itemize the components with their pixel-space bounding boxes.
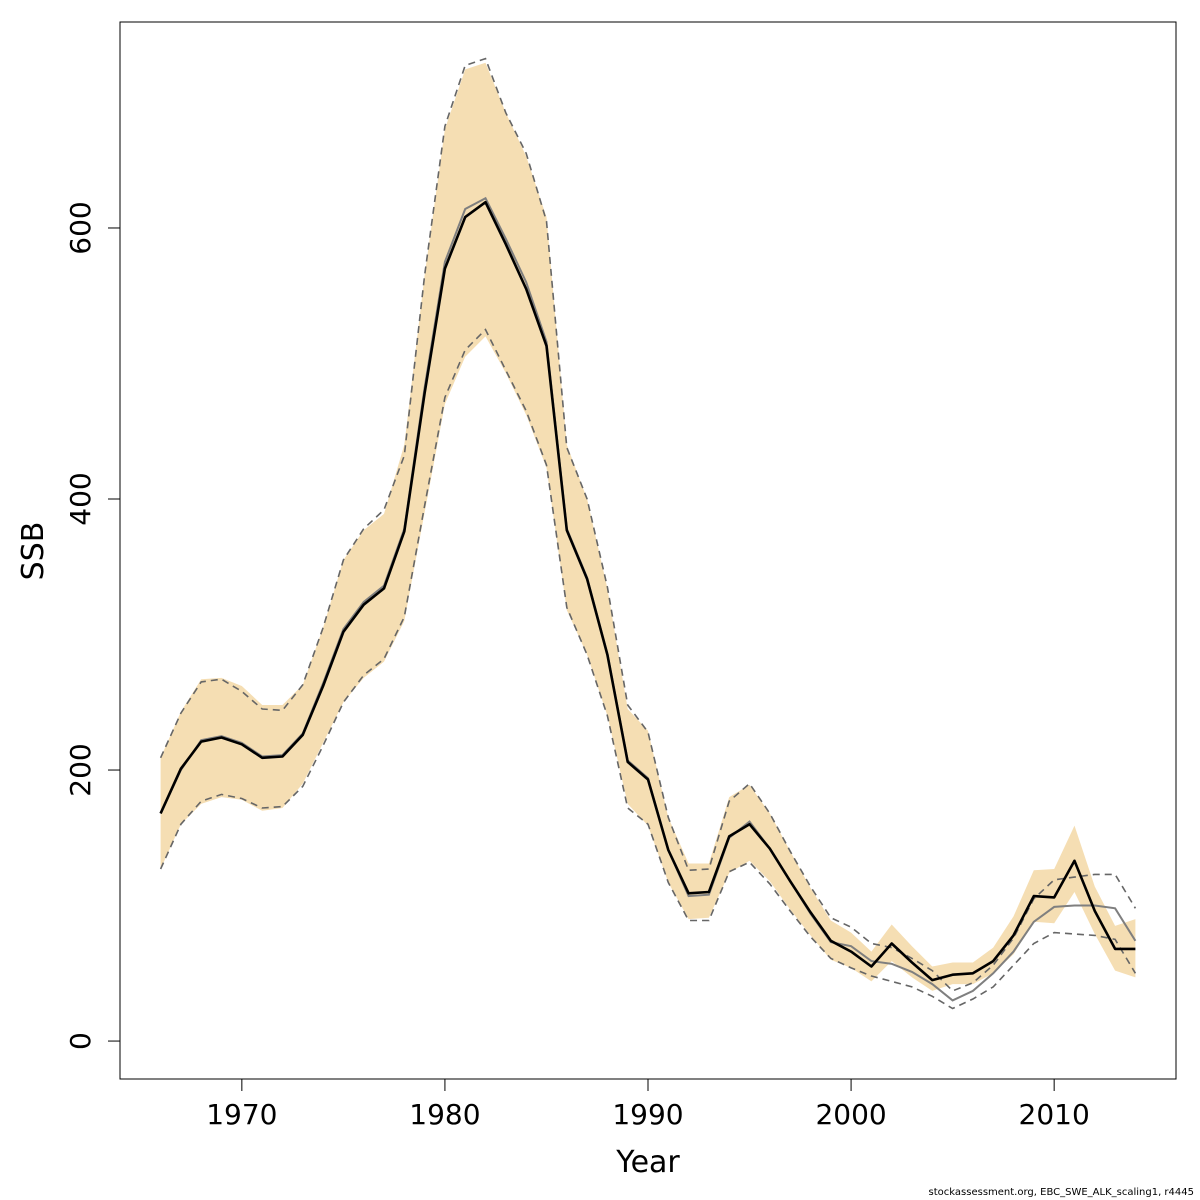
x-axis-title: Year bbox=[615, 1145, 680, 1180]
confidence-band bbox=[160, 62, 1136, 991]
lower-dashed-bound bbox=[159, 328, 1137, 1010]
upper-dashed-bound bbox=[159, 57, 1137, 992]
x-tick-label: 1970 bbox=[206, 1098, 277, 1131]
x-tick-label: 1980 bbox=[409, 1098, 480, 1131]
alternate-estimate-line bbox=[159, 196, 1137, 1002]
x-tick-label: 2010 bbox=[1019, 1098, 1090, 1131]
y-tick-label: 400 bbox=[64, 472, 97, 525]
x-tick-label: 2000 bbox=[815, 1098, 886, 1131]
y-axis-title: SSB bbox=[16, 522, 51, 581]
ssb-estimate-line bbox=[159, 200, 1136, 982]
source-credit: stockassessment.org, EBC_SWE_ALK_scaling… bbox=[928, 1187, 1194, 1198]
y-tick-label: 0 bbox=[64, 1032, 97, 1050]
y-tick-label: 200 bbox=[64, 743, 97, 796]
y-tick-label: 600 bbox=[64, 201, 97, 254]
x-tick-label: 1990 bbox=[612, 1098, 683, 1131]
